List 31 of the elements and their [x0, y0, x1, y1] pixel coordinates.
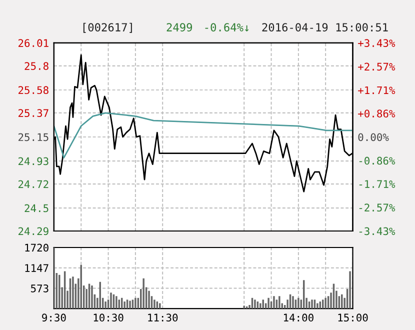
y-tick-label: 24.29	[18, 227, 48, 236]
y-tick-label: 573	[31, 284, 48, 292]
y-tick-label: 25.8	[24, 62, 48, 70]
y2-tick-label: -1.71%	[359, 180, 396, 188]
y2-tick-label: 0.00%	[358, 133, 389, 142]
x-tick-label: 10:30	[94, 314, 124, 322]
y2-tick-label: +1.71%	[358, 86, 396, 94]
y-tick-label: 1720	[25, 244, 48, 252]
text: 2016-04-19 15:00:51	[262, 23, 388, 32]
y2-tick-label: +0.86%	[358, 110, 396, 118]
y2-tick-label: +3.43%	[358, 39, 396, 48]
chart-subtitle: 2499	[166, 23, 192, 32]
y-tick-label: 24.5	[24, 204, 48, 212]
y-tick-label: 25.37	[18, 109, 48, 118]
y2-tick-label: -2.57%	[359, 204, 396, 212]
x-tick-label: 14:00	[284, 314, 314, 322]
y2-tick-label: -3.43%	[359, 227, 396, 236]
y2-tick-label: +2.57%	[358, 62, 396, 71]
y-tick-label: 1147	[25, 264, 48, 272]
x-tick-label: 11:30	[148, 314, 178, 322]
y-tick-label: 24.93	[18, 157, 48, 166]
x-tick-label: 15:00	[338, 314, 368, 322]
y-tick-label: 26.01	[18, 39, 48, 48]
y-tick-label: 25.58	[18, 86, 48, 94]
chart-title: [002617]	[83, 22, 132, 33]
text: -0.64%↓	[205, 23, 249, 32]
y2-tick-label: -0.86%	[359, 156, 396, 165]
line-series	[54, 112, 353, 158]
x-tick-label: 9:30	[42, 314, 66, 322]
y-tick-label: 24.72	[18, 180, 48, 188]
y-tick-label: 25.15	[18, 133, 48, 142]
